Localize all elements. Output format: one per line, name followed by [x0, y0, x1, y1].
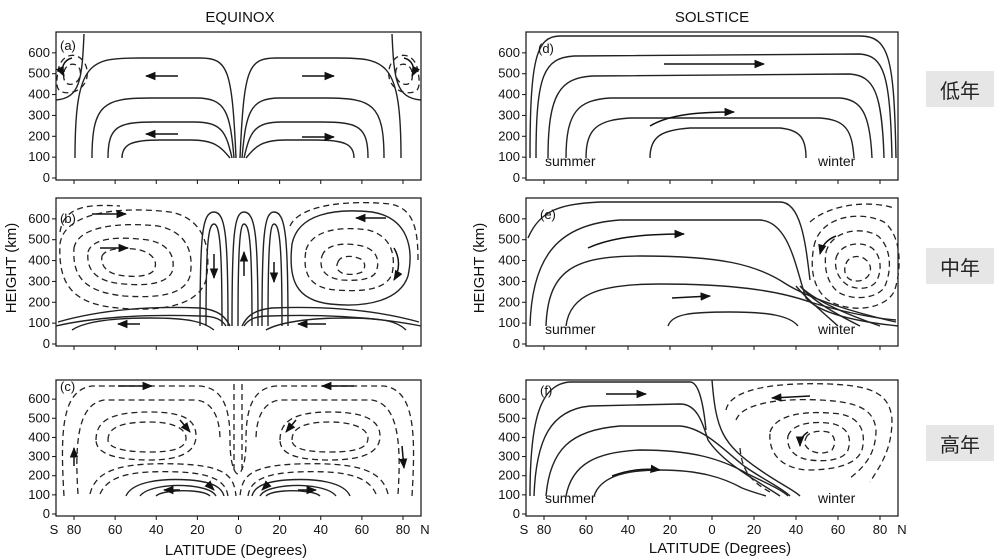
- y-tick-label: 200: [28, 468, 50, 483]
- y-tick-label: 200: [28, 128, 50, 143]
- y-tick-label: 400: [498, 429, 520, 444]
- y-tick-label: 600: [498, 391, 520, 406]
- xlabel-left: LATITUDE (Degrees): [165, 542, 307, 559]
- panel-label-d: (d): [538, 41, 554, 56]
- title-equinox: EQUINOX: [205, 9, 274, 26]
- panel-c-contours: [61, 381, 415, 497]
- y-tick-label: 100: [498, 487, 520, 502]
- y-tick-label: 300: [28, 107, 50, 122]
- ylabel-right: HEIGHT (km): [471, 223, 488, 314]
- y-tick-label: 400: [28, 429, 50, 444]
- x-tick-label: 60: [579, 522, 593, 537]
- y-tick-label: 300: [498, 273, 520, 288]
- y-tick-label: 200: [498, 294, 520, 309]
- y-tick-label: 500: [28, 232, 50, 247]
- x-tick-label: 40: [621, 522, 635, 537]
- xlabel-right: LATITUDE (Degrees): [649, 540, 791, 557]
- panel-frame-a: [55, 31, 422, 181]
- panel-d-winter-label: winter: [817, 153, 856, 169]
- y-tick-label: 500: [498, 410, 520, 425]
- y-tick-label: 200: [28, 294, 50, 309]
- panel-e-summer-label: summer: [545, 321, 596, 337]
- panel-f-summer-label: summer: [545, 490, 596, 506]
- row-label-low: 低年: [926, 71, 994, 107]
- y-tick-label: 600: [498, 45, 520, 60]
- x-tick-label: 60: [108, 522, 122, 537]
- y-tick-label: 100: [28, 149, 50, 164]
- y-tick-label: 0: [43, 506, 50, 521]
- panel-b-contours: [55, 202, 422, 331]
- x-tick-label: 20: [663, 522, 677, 537]
- x-tick-label: 0: [708, 522, 715, 537]
- x-tick-label: N: [420, 522, 429, 537]
- y-tick-label: 300: [28, 449, 50, 464]
- panel-d-summer-label: summer: [545, 153, 596, 169]
- y-tick-label: 200: [498, 128, 520, 143]
- y-tick-label: 100: [28, 487, 50, 502]
- y-tick-label: 400: [28, 87, 50, 102]
- y-tick-label: 300: [498, 449, 520, 464]
- panel-a-contours: [55, 33, 422, 159]
- panel-label-e: (e): [540, 207, 556, 222]
- x-tick-label: 80: [67, 522, 81, 537]
- x-tick-label: 80: [396, 522, 410, 537]
- y-tick-label: 100: [498, 149, 520, 164]
- x-tick-label: 80: [873, 522, 887, 537]
- panel-e-contours: [527, 201, 900, 327]
- y-tick-label: 500: [28, 66, 50, 81]
- y-tick-label: 100: [498, 315, 520, 330]
- x-tick-label: 20: [747, 522, 761, 537]
- y-tick-label: 600: [28, 391, 50, 406]
- y-tick-label: 0: [513, 170, 520, 185]
- row-label-high: 高年: [926, 425, 994, 461]
- x-tick-label: 40: [789, 522, 803, 537]
- x-tick-label: 20: [190, 522, 204, 537]
- y-tick-label: 500: [498, 66, 520, 81]
- x-tick-label: 0: [235, 522, 242, 537]
- panel-d-contours: [529, 35, 897, 159]
- x-tick-label: 20: [272, 522, 286, 537]
- panel-label-f: (f): [540, 383, 552, 398]
- panel-label-a: (a): [60, 38, 76, 53]
- x-tick-label: 60: [831, 522, 845, 537]
- y-tick-label: 600: [498, 211, 520, 226]
- x-tick-label: 60: [355, 522, 369, 537]
- x-tick-label: S: [520, 522, 529, 537]
- panel-e-winter-label: winter: [817, 321, 856, 337]
- y-tick-label: 500: [498, 232, 520, 247]
- x-tick-label: 40: [314, 522, 328, 537]
- y-tick-label: 100: [28, 315, 50, 330]
- x-tick-label: 80: [537, 522, 551, 537]
- y-tick-label: 400: [498, 253, 520, 268]
- panel-f-winter-label: winter: [817, 490, 856, 506]
- y-tick-label: 0: [43, 170, 50, 185]
- y-tick-label: 400: [28, 253, 50, 268]
- y-tick-label: 0: [513, 506, 520, 521]
- y-tick-label: 500: [28, 410, 50, 425]
- y-tick-label: 200: [498, 468, 520, 483]
- ylabel-left: HEIGHT (km): [3, 223, 20, 314]
- x-tick-label: 40: [149, 522, 163, 537]
- panel-label-c: (c): [60, 379, 75, 394]
- y-tick-label: 400: [498, 87, 520, 102]
- y-tick-label: 0: [43, 336, 50, 351]
- y-tick-label: 300: [28, 273, 50, 288]
- y-tick-label: 600: [28, 45, 50, 60]
- row-label-mid: 中年: [926, 248, 994, 284]
- y-tick-label: 300: [498, 107, 520, 122]
- y-tick-label: 0: [513, 336, 520, 351]
- title-solstice: SOLSTICE: [675, 9, 749, 26]
- x-tick-label: S: [50, 522, 59, 537]
- y-tick-label: 600: [28, 211, 50, 226]
- panel-label-b: (b): [60, 211, 76, 226]
- x-tick-label: N: [897, 522, 906, 537]
- panel-f-contours: [529, 379, 893, 497]
